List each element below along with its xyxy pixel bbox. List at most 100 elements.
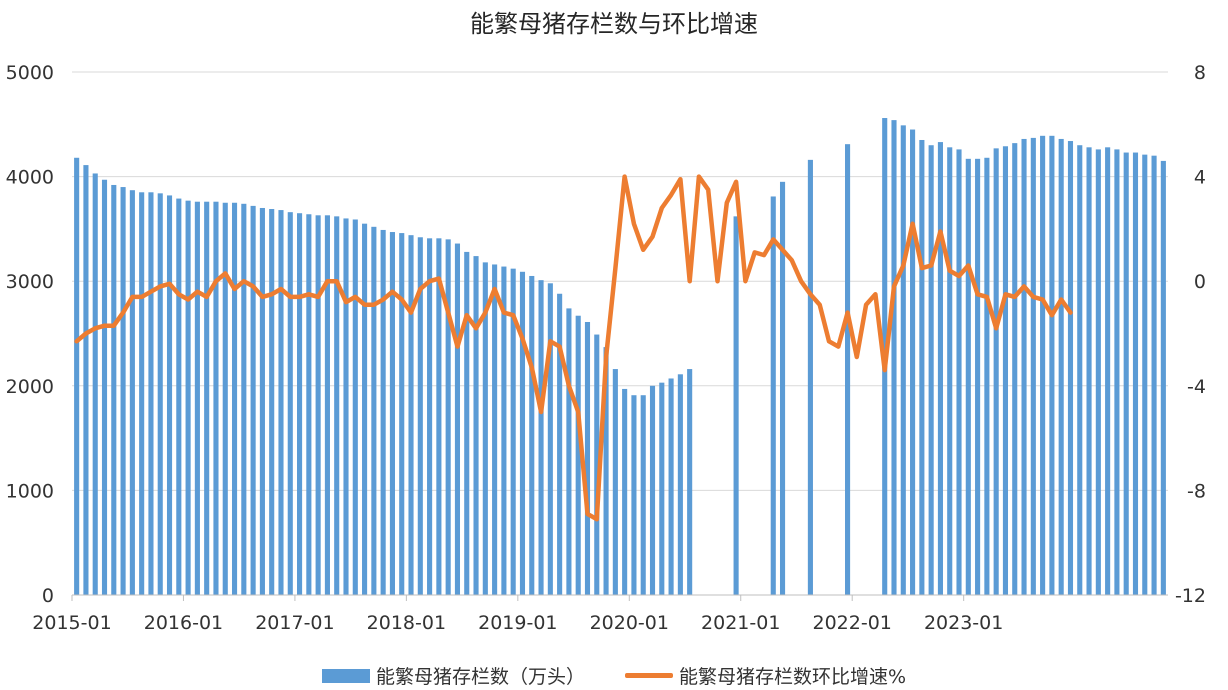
bar [937, 142, 943, 595]
x-tick-label: 2023-01 [924, 612, 1003, 634]
bar [668, 378, 674, 595]
bar [417, 237, 423, 595]
bar [250, 205, 256, 595]
bar [1160, 160, 1166, 595]
bar [975, 158, 981, 595]
bar [185, 200, 191, 595]
bar [1077, 145, 1083, 595]
bar [659, 382, 665, 595]
bar [454, 243, 461, 595]
bar [770, 196, 776, 595]
bar [687, 369, 693, 595]
bar [482, 262, 488, 595]
bar [1105, 147, 1111, 595]
bar [510, 268, 516, 595]
bar [984, 157, 990, 595]
x-tick-label: 2021-01 [701, 612, 780, 634]
x-tick-label: 2022-01 [813, 612, 892, 634]
bar [1040, 135, 1046, 595]
bar [993, 148, 999, 595]
bar [538, 280, 544, 595]
bar [1123, 152, 1129, 596]
bar [649, 385, 656, 595]
bar [176, 198, 182, 596]
left-tick-label: 4000 [6, 167, 54, 189]
left-tick-label: 5000 [6, 62, 54, 84]
bar [677, 374, 683, 595]
right-tick-label: -8 [1187, 480, 1206, 502]
bar [389, 232, 395, 595]
bar [547, 283, 553, 595]
bar [241, 203, 247, 595]
bar [213, 201, 219, 596]
x-axis-ticks: 2015-01 2016-01 2017-01 2018-01 2019-01 2020-… [32, 595, 1003, 634]
right-tick-label: -12 [1175, 585, 1206, 607]
bar [733, 216, 739, 595]
bar [204, 201, 210, 596]
bar [269, 209, 275, 595]
x-tick-label: 2015-01 [32, 612, 111, 634]
bar [334, 216, 340, 595]
bar [631, 395, 637, 595]
bar [148, 192, 154, 596]
bar [501, 266, 507, 595]
bar [324, 215, 330, 595]
bar [445, 239, 451, 596]
right-axis-ticks: -12 -8 -4 0 4 8 [1175, 62, 1206, 607]
bar [380, 229, 386, 596]
right-tick-label: 8 [1194, 62, 1206, 84]
bar [919, 139, 925, 596]
legend-item-bar: 能繁母猪存栏数（万头） [321, 662, 585, 689]
left-tick-label: 1000 [6, 480, 54, 502]
chart-title: 能繁母猪存栏数与环比增速 [470, 10, 758, 38]
bar [464, 251, 470, 596]
bar [575, 315, 581, 595]
bar [315, 215, 321, 595]
bar [399, 233, 405, 596]
bar [278, 210, 284, 595]
bar [362, 223, 368, 596]
x-tick-label: 2020-01 [590, 612, 669, 634]
bar [473, 256, 479, 595]
bar [492, 264, 498, 595]
bar [83, 165, 89, 595]
plot-area: 0 1000 2000 3000 4000 5000 -12 -8 -4 0 4 8 2015-01… [6, 62, 1206, 634]
right-tick-label: 0 [1194, 271, 1206, 293]
bar [129, 190, 135, 595]
bar [1021, 138, 1027, 595]
line-series [74, 174, 1073, 522]
bar [166, 195, 173, 596]
bar [1030, 137, 1036, 595]
bar [1058, 138, 1064, 595]
bar [640, 395, 646, 595]
bar [287, 212, 293, 595]
left-tick-label: 2000 [6, 376, 54, 398]
x-tick-label: 2019-01 [478, 612, 557, 634]
bar [436, 238, 442, 595]
bar [157, 193, 163, 595]
bar [910, 129, 916, 595]
bar [779, 181, 786, 595]
bar [891, 120, 897, 595]
right-tick-label: -4 [1187, 376, 1206, 398]
bar [928, 145, 934, 595]
bar [584, 321, 591, 595]
bar [603, 347, 609, 595]
bar [1086, 147, 1092, 595]
bar [947, 147, 953, 595]
left-axis-ticks: 0 1000 2000 3000 4000 5000 [6, 62, 54, 607]
legend-label-line: 能繁母猪存栏数环比增速% [678, 666, 907, 688]
x-tick-label: 2017-01 [255, 612, 334, 634]
bar [1002, 146, 1009, 596]
left-tick-label: 3000 [6, 271, 54, 293]
bar-series [74, 118, 1166, 596]
bar [529, 275, 535, 595]
bar [566, 308, 572, 595]
bar [557, 293, 563, 595]
bar [519, 271, 526, 595]
x-tick-label: 2018-01 [367, 612, 446, 634]
bar [900, 125, 906, 595]
bar [807, 159, 813, 595]
bar [259, 207, 265, 596]
bar [408, 235, 414, 595]
